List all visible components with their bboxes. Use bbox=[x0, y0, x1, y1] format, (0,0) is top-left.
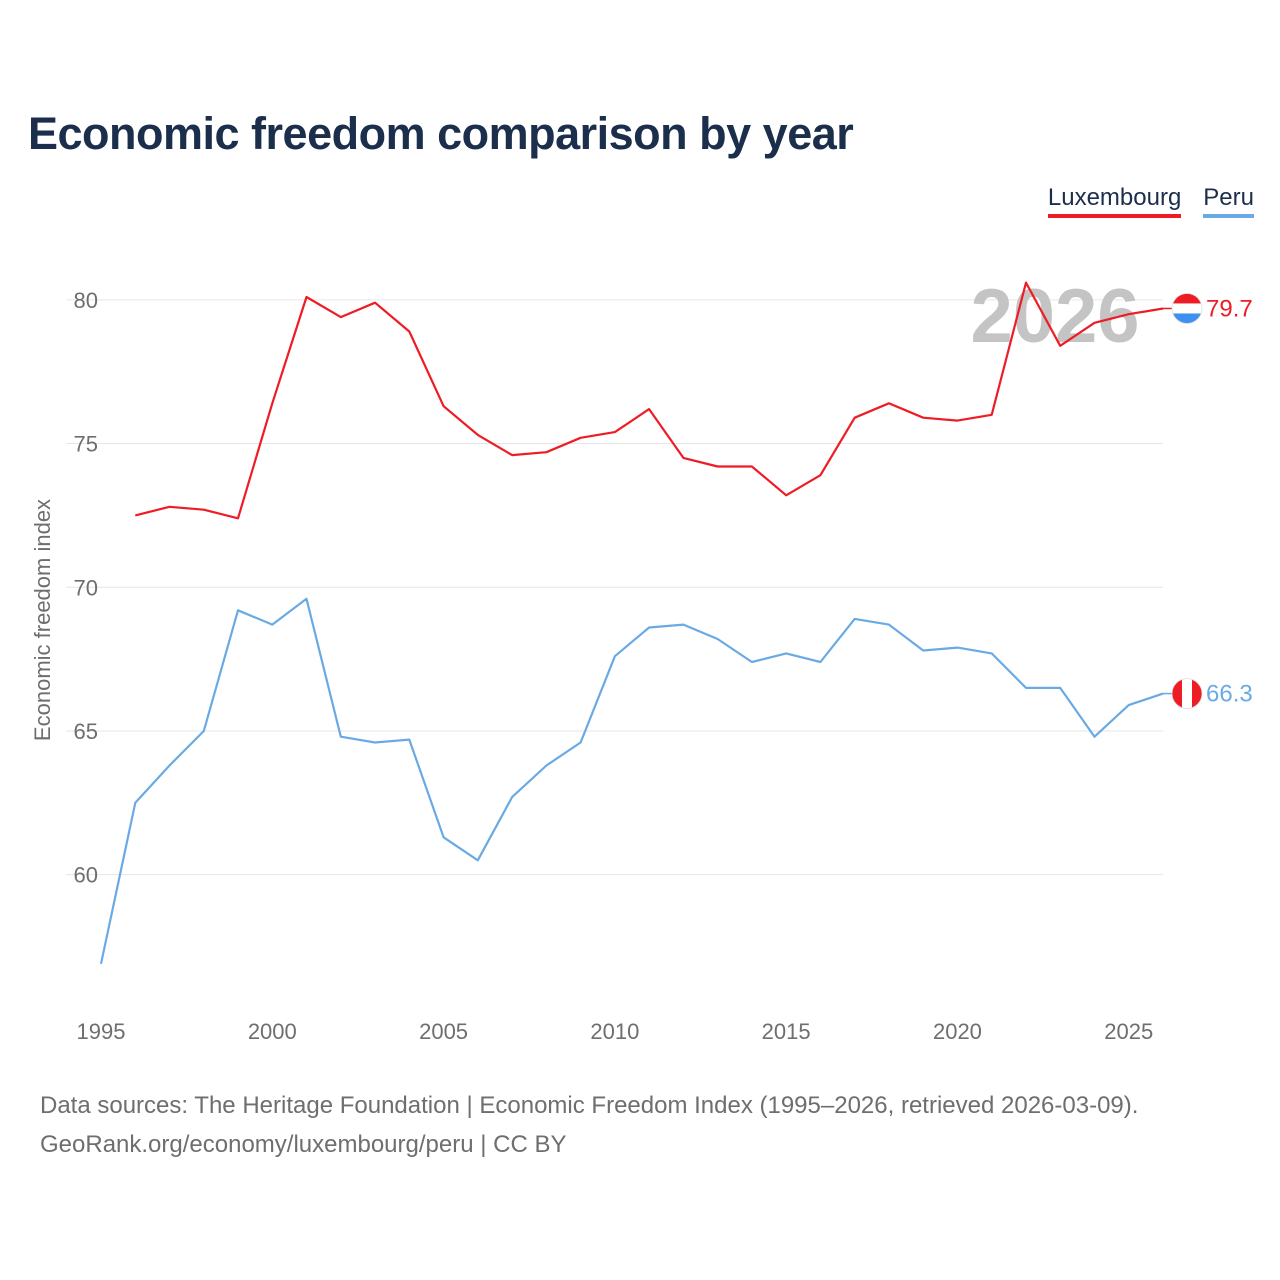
source-note: Data sources: The Heritage Foundation | … bbox=[40, 1086, 1138, 1164]
x-tick-label-2000: 2000 bbox=[248, 1019, 297, 1044]
x-axis-ticks: 1995 2000 2005 2010 2015 2020 2025 bbox=[77, 1019, 1154, 1044]
point-luxembourg-2019 bbox=[921, 416, 925, 420]
point-peru-2010 bbox=[613, 654, 617, 658]
y-tick-label-75: 75 bbox=[74, 432, 98, 457]
x-tick-label-1995: 1995 bbox=[77, 1019, 126, 1044]
point-peru-2007 bbox=[510, 795, 514, 799]
series-line-peru[interactable] bbox=[99, 597, 1164, 965]
point-luxembourg-2023 bbox=[1058, 344, 1062, 348]
point-luxembourg-1997 bbox=[168, 505, 172, 509]
point-luxembourg-2016 bbox=[818, 473, 822, 477]
point-luxembourg-1996 bbox=[133, 513, 137, 517]
series-line-luxembourg[interactable] bbox=[135, 281, 1164, 520]
point-luxembourg-2012 bbox=[681, 456, 685, 460]
point-peru-2024 bbox=[1092, 735, 1096, 739]
point-luxembourg-2011 bbox=[647, 407, 651, 411]
point-peru-2018 bbox=[887, 623, 891, 627]
point-peru-2019 bbox=[921, 648, 925, 652]
point-luxembourg-2001 bbox=[305, 295, 309, 299]
point-luxembourg-2025 bbox=[1127, 312, 1131, 316]
point-peru-2005 bbox=[442, 835, 446, 839]
x-tick-label-2005: 2005 bbox=[419, 1019, 468, 1044]
point-peru-2000 bbox=[270, 623, 274, 627]
legend: Luxembourg Peru bbox=[1047, 184, 1254, 218]
gridlines bbox=[66, 299, 1163, 876]
y-axis-label: Economic freedom index bbox=[30, 499, 55, 741]
point-peru-2008 bbox=[544, 763, 548, 767]
point-luxembourg-1998 bbox=[202, 508, 206, 512]
source-line-2[interactable]: GeoRank.org/economy/luxembourg/peru | CC… bbox=[40, 1131, 567, 1158]
source-line-1: Data sources: The Heritage Foundation | … bbox=[40, 1092, 1139, 1119]
y-tick-label-65: 65 bbox=[74, 719, 98, 744]
point-luxembourg-2008 bbox=[544, 450, 548, 454]
point-luxembourg-2017 bbox=[853, 416, 857, 420]
point-luxembourg-2015 bbox=[784, 493, 788, 497]
y-tick-label-80: 80 bbox=[74, 288, 98, 313]
year-watermark: 2026 bbox=[970, 274, 1139, 359]
point-luxembourg-2004 bbox=[407, 329, 411, 333]
end-value-label-luxembourg: 79.7 bbox=[1206, 295, 1253, 322]
point-luxembourg-2002 bbox=[339, 315, 343, 319]
point-luxembourg-2006 bbox=[476, 433, 480, 437]
point-peru-1996 bbox=[133, 801, 137, 805]
point-luxembourg-1999 bbox=[236, 516, 240, 520]
x-tick-label-2020: 2020 bbox=[933, 1019, 982, 1044]
y-tick-label-70: 70 bbox=[74, 575, 98, 600]
point-peru-2021 bbox=[990, 651, 994, 655]
point-peru-2025 bbox=[1127, 703, 1131, 707]
flag-peru-icon bbox=[1171, 678, 1203, 709]
point-peru-2022 bbox=[1024, 686, 1028, 690]
x-tick-label-2010: 2010 bbox=[590, 1019, 639, 1044]
point-luxembourg-2009 bbox=[579, 436, 583, 440]
point-peru-2003 bbox=[373, 740, 377, 744]
point-luxembourg-2010 bbox=[613, 430, 617, 434]
point-luxembourg-2007 bbox=[510, 453, 514, 457]
point-peru-2020 bbox=[955, 646, 959, 650]
point-peru-2009 bbox=[579, 740, 583, 744]
point-peru-2012 bbox=[681, 623, 685, 627]
point-peru-2014 bbox=[750, 660, 754, 664]
point-luxembourg-2018 bbox=[887, 401, 891, 405]
flag-luxembourg-icon bbox=[1171, 293, 1203, 324]
end-value-label-peru: 66.3 bbox=[1206, 681, 1253, 708]
chart-title: Economic freedom comparison by year bbox=[28, 108, 854, 159]
point-peru-1997 bbox=[168, 763, 172, 767]
point-peru-1998 bbox=[202, 729, 206, 733]
point-peru-2013 bbox=[716, 637, 720, 641]
point-luxembourg-2005 bbox=[442, 404, 446, 408]
line-chart: 2026 60 65 70 75 80 1995 2000 2005 2010 2015 2020… bbox=[30, 274, 1253, 1044]
point-luxembourg-2022 bbox=[1024, 281, 1028, 285]
point-peru-2002 bbox=[339, 735, 343, 739]
y-tick-label-60: 60 bbox=[74, 863, 98, 888]
point-peru-2023 bbox=[1058, 686, 1062, 690]
legend-item-luxembourg[interactable]: Luxembourg bbox=[1047, 184, 1182, 218]
point-peru-1999 bbox=[236, 608, 240, 612]
x-tick-label-2015: 2015 bbox=[762, 1019, 811, 1044]
legend-item-peru[interactable]: Peru bbox=[1203, 184, 1254, 218]
point-luxembourg-2003 bbox=[373, 301, 377, 305]
point-peru-2017 bbox=[853, 617, 857, 621]
point-peru-1995 bbox=[99, 962, 103, 966]
point-peru-2016 bbox=[818, 660, 822, 664]
point-luxembourg-2020 bbox=[955, 419, 959, 423]
point-luxembourg-2021 bbox=[990, 413, 994, 417]
end-markers: 79.7 66.3 bbox=[1163, 293, 1253, 709]
point-peru-2011 bbox=[647, 625, 651, 629]
point-luxembourg-2013 bbox=[716, 465, 720, 469]
point-luxembourg-2014 bbox=[750, 465, 754, 469]
y-axis-ticks: 60 65 70 75 80 bbox=[74, 288, 98, 888]
point-peru-2006 bbox=[476, 858, 480, 862]
point-luxembourg-2000 bbox=[270, 401, 274, 405]
point-luxembourg-2024 bbox=[1092, 321, 1096, 325]
point-peru-2001 bbox=[305, 597, 309, 601]
point-peru-2015 bbox=[784, 651, 788, 655]
x-tick-label-2025: 2025 bbox=[1104, 1019, 1153, 1044]
point-peru-2004 bbox=[407, 738, 411, 742]
series bbox=[99, 281, 1164, 966]
